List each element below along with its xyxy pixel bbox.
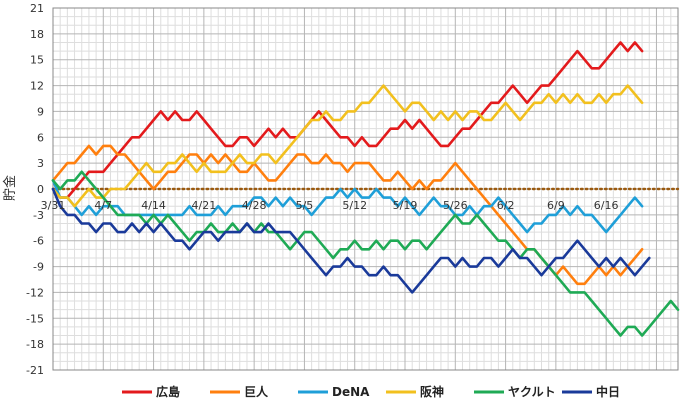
legend-label: ヤクルト — [508, 385, 556, 399]
x-tick-label: 6/9 — [547, 199, 565, 212]
x-tick-label: 4/21 — [192, 199, 217, 212]
y-tick-label: 9 — [37, 105, 44, 118]
y-tick-label: -18 — [26, 338, 44, 351]
x-tick-label: 5/12 — [342, 199, 367, 212]
y-tick-label: 12 — [30, 80, 44, 93]
x-tick-label: 4/7 — [94, 199, 112, 212]
x-tick-label: 3/31 — [41, 199, 66, 212]
legend-label: 阪神 — [420, 384, 444, 399]
legend-label: DeNA — [332, 385, 370, 399]
x-tick-label: 5/5 — [296, 199, 314, 212]
legend: 広島 巨人 DeNA 阪神 ヤクルト 中日 — [122, 384, 620, 399]
series-layer — [51, 41, 680, 337]
y-tick-label: -15 — [26, 312, 44, 325]
series-line — [51, 179, 644, 234]
y-tick-label: 21 — [30, 2, 44, 15]
y-tick-label: -3 — [33, 209, 44, 222]
legend-label: 広島 — [156, 384, 180, 399]
y-tick-label: 15 — [30, 54, 44, 67]
y-tick-label: -12 — [26, 286, 44, 299]
y-tick-labels: 21 18 15 12 9 6 3 0 -3 -6 -9 -12 -15 -18 -21 — [26, 2, 44, 377]
y-tick-label: 0 — [37, 183, 44, 196]
x-tick-label: 5/26 — [443, 199, 468, 212]
y-tick-label: -6 — [33, 235, 44, 248]
y-axis-label: 貯金 — [2, 175, 18, 201]
y-tick-label: 18 — [30, 28, 44, 41]
legend-label: 中日 — [596, 384, 620, 399]
x-tick-label: 5/19 — [393, 199, 418, 212]
x-tick-label: 6/16 — [594, 199, 619, 212]
x-tick-label: 4/28 — [242, 199, 267, 212]
y-tick-label: -9 — [33, 261, 44, 274]
y-tick-label: -21 — [26, 364, 44, 377]
x-tick-label: 6/2 — [497, 199, 515, 212]
series-line — [51, 187, 651, 294]
series-line — [51, 84, 644, 208]
series-line — [51, 170, 680, 337]
x-tick-labels: 3/31 4/7 4/14 4/21 4/28 5/5 5/12 5/19 5/26 6/2 6/9… — [41, 199, 619, 212]
y-tick-label: 3 — [37, 157, 44, 170]
legend-label: 巨人 — [244, 384, 269, 399]
x-tick-label: 4/14 — [141, 199, 166, 212]
series-line — [51, 41, 644, 199]
y-tick-label: 6 — [37, 131, 44, 144]
